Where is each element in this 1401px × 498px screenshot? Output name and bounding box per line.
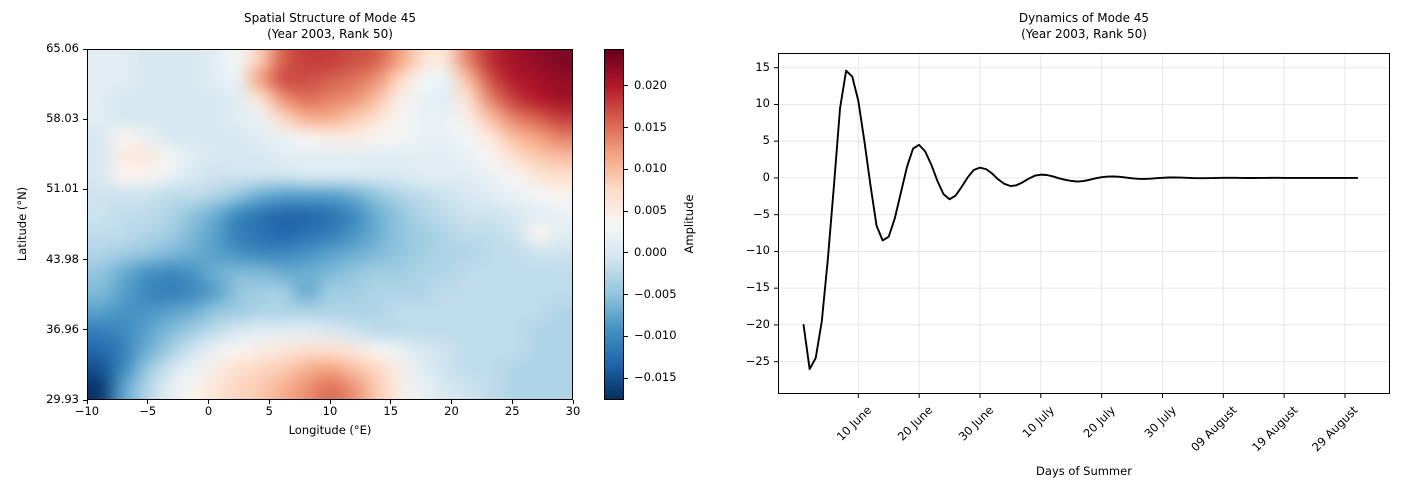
dynamics-ytick-label: −5 [753, 206, 770, 221]
map-ytick-mark [83, 188, 87, 190]
map-xtick-mark [451, 400, 452, 404]
map-ytick-label: 65.06 [46, 41, 79, 55]
dynamics-title-line1: Dynamics of Mode 45 [1018, 11, 1150, 25]
map-ytick-label: 36.96 [46, 321, 79, 336]
colorbar-tick-label: 0.010 [634, 161, 667, 176]
colorbar-label: Amplitude [682, 194, 696, 254]
colorbar-tick-label: 0.005 [634, 203, 667, 218]
dynamics-xaxis-label: Days of Summer [1036, 464, 1132, 478]
dynamics-ytick-label: −15 [745, 280, 770, 295]
map-ytick-label: 58.03 [46, 111, 79, 126]
dynamics-xtick-label: 10 July [1019, 403, 1057, 441]
dynamics-xtick-label: 20 July [1080, 403, 1118, 441]
dynamics-title-line2: (Year 2003, Rank 50) [1021, 27, 1147, 41]
map-xtick-mark [208, 400, 209, 404]
colorbar [604, 49, 624, 400]
map-ytick-mark [83, 329, 87, 331]
map-xtick-label: 15 [383, 404, 399, 418]
map-ytick-mark [83, 259, 87, 261]
dynamics-data-line [802, 69, 1359, 370]
colorbar-tick-mark [624, 252, 628, 254]
colorbar-tick-label: −0.015 [634, 370, 677, 385]
spatial-heatmap-canvas [88, 50, 572, 399]
colorbar-tick-mark [624, 85, 628, 87]
colorbar-tick-label: 0.000 [634, 244, 667, 259]
map-xtick-label: −5 [139, 404, 157, 418]
colorbar-tick-label: −0.010 [634, 328, 677, 343]
dynamics-ytick-label: −10 [745, 243, 770, 258]
dynamics-xtick-label: 20 June [894, 403, 936, 444]
map-ytick-label: 51.01 [46, 181, 79, 196]
map-xtick-label: 25 [504, 404, 520, 418]
map-xaxis-label: Longitude (°E) [288, 423, 372, 437]
map-xtick-mark [572, 400, 574, 404]
map-ytick-label: 29.93 [46, 392, 79, 406]
colorbar-tick-mark [624, 210, 628, 212]
dynamics-axes-frame [778, 53, 1390, 394]
dynamics-plot-svg [774, 53, 1390, 398]
map-title: Spatial Structure of Mode 45 (Year 2003,… [87, 10, 573, 42]
map-xtick-mark [390, 400, 392, 404]
map-xtick-label: 30 [565, 404, 581, 418]
dynamics-ytick-label: −25 [745, 353, 770, 368]
map-ytick-mark [83, 48, 87, 50]
colorbar-tick-mark [624, 335, 628, 337]
map-xtick-label: 5 [265, 404, 273, 418]
dynamics-ytick-label: −20 [745, 316, 770, 331]
dynamics-xtick-label: 30 July [1140, 403, 1179, 441]
colorbar-tick-mark [624, 127, 628, 129]
dynamics-ytick-label: 15 [755, 59, 770, 74]
map-xtick-label: 10 [322, 404, 338, 418]
colorbar-gradient [605, 50, 623, 399]
dynamics-xtick-label: 10 June [833, 403, 875, 444]
dynamics-xtick-label: 29 August [1309, 403, 1361, 455]
dynamics-title: Dynamics of Mode 45 (Year 2003, Rank 50) [778, 10, 1390, 42]
map-title-line1: Spatial Structure of Mode 45 [244, 11, 416, 25]
dynamics-xtick-label: 30 June [955, 403, 996, 444]
map-xtick-label: 20 [444, 404, 459, 418]
map-yaxis-label: Latitude (°N) [15, 186, 29, 262]
colorbar-tick-mark [624, 377, 628, 379]
map-xtick-label: −10 [74, 404, 100, 418]
dynamics-xtick-label: 19 August [1248, 403, 1301, 455]
dynamics-xtick-label: 09 August [1187, 403, 1240, 455]
colorbar-tick-label: 0.020 [634, 77, 667, 92]
colorbar-tick-label: 0.015 [634, 119, 667, 134]
map-axes [87, 49, 573, 400]
map-ytick-label: 43.98 [46, 251, 79, 266]
colorbar-tick-label: −0.005 [634, 286, 677, 301]
dynamics-ytick-label: 0 [762, 169, 770, 184]
map-xtick-mark [511, 400, 513, 404]
map-ytick-mark [83, 118, 87, 120]
map-xtick-mark [268, 400, 270, 404]
colorbar-tick-mark [624, 168, 628, 170]
dynamics-ytick-label: 5 [762, 133, 770, 148]
map-xtick-mark [86, 400, 88, 404]
map-xtick-label: 0 [204, 404, 213, 418]
map-xtick-mark [329, 400, 331, 404]
map-ytick-mark [83, 399, 87, 401]
dynamics-ytick-label: 10 [755, 96, 770, 111]
map-title-line2: (Year 2003, Rank 50) [267, 27, 393, 41]
colorbar-tick-mark [624, 294, 628, 296]
map-xtick-mark [147, 400, 149, 404]
